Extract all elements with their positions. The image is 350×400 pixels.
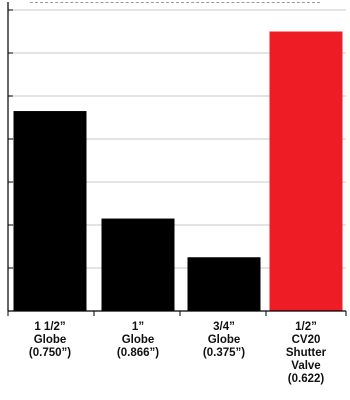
x-tick-label-2: 1” Globe (0.866”) [117,321,159,359]
x-tick-label-line: Globe [34,334,67,346]
axes [7,2,347,316]
x-tick-label-line: (0.622) [288,373,325,385]
x-tick-label-line: Valve [291,360,320,372]
x-tick-label-line: Globe [122,334,155,346]
x-tick-labels: 1 1/2” Globe (0.750”)1” Globe (0.866”)3/4” Gl… [29,321,327,385]
x-tick-label-line: (0.750”) [29,347,71,359]
x-tick-label-4: 1/2” CV20 Shutter Valve (0.622) [286,321,327,385]
x-tick-label-line: Globe [208,334,241,346]
cropped-top-line [30,2,320,5]
x-tick-label-line: (0.866”) [117,347,159,359]
cropped-top-strip [0,0,350,7]
x-tick-label-3: 3/4” Globe (0.375”) [203,321,245,359]
x-tick-label-1: 1 1/2” Globe (0.750”) [29,321,71,359]
bars [13,31,343,311]
x-tick-label-line: 3/4” [213,321,235,333]
x-tick-label-line: 1” [132,321,144,333]
x-tick-label-line: CV20 [292,334,321,346]
bar-4 [269,31,343,311]
x-tick-label-line: 1/2” [295,321,317,333]
x-tick-label-line: Shutter [286,347,327,359]
bar-1 [13,111,87,311]
x-tick-label-line: 1 1/2” [34,321,65,333]
bar-3 [187,257,261,311]
x-tick-label-line: (0.375”) [203,347,245,359]
bar-2 [101,218,175,311]
